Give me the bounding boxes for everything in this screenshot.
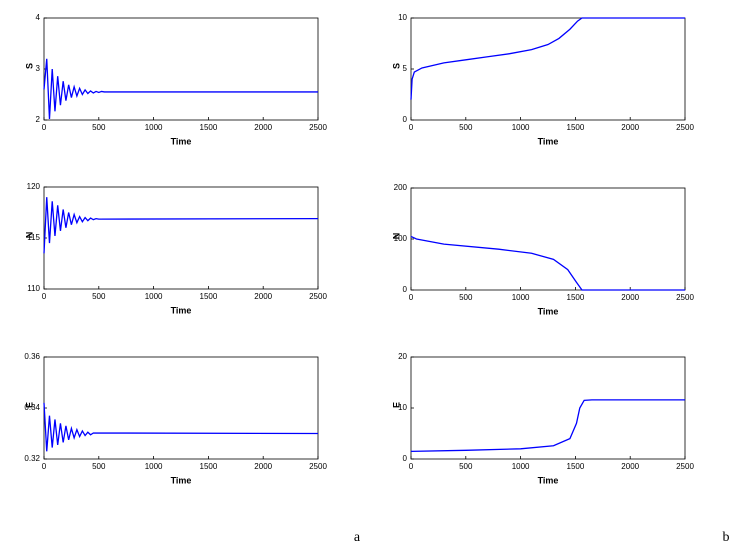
x-axis-label: Time	[538, 475, 559, 485]
y-axis-label: S	[391, 63, 401, 69]
data-line	[410, 17, 685, 100]
plot-frame	[43, 17, 319, 121]
x-tick-label: 0	[409, 462, 414, 471]
y-tick-label: 0	[403, 115, 408, 124]
plot-frame	[410, 17, 686, 121]
panel-label: a	[354, 530, 361, 545]
y-axis-label: N	[391, 233, 401, 240]
x-tick-label: 1500	[200, 292, 218, 301]
x-axis-label: Time	[538, 136, 559, 146]
x-tick-label: 0	[409, 293, 414, 302]
y-tick-label: 10	[398, 13, 407, 22]
y-tick-label: 0	[403, 454, 408, 463]
x-tick-label: 0	[42, 123, 47, 132]
y-tick-label: 0.34	[24, 403, 40, 412]
x-tick-label: 1500	[200, 123, 218, 132]
y-tick-label: 3	[36, 64, 41, 73]
x-tick-label: 2000	[621, 462, 639, 471]
x-tick-label: 500	[459, 462, 473, 471]
plot-frame	[410, 187, 686, 291]
x-tick-label: 2000	[254, 292, 272, 301]
y-axis-label: N	[24, 232, 34, 239]
x-tick-label: 2000	[254, 123, 272, 132]
plot-frame	[43, 356, 319, 460]
y-tick-label: 2	[36, 115, 41, 124]
x-tick-label: 2000	[621, 123, 639, 132]
x-axis-label: Time	[171, 136, 192, 146]
x-tick-label: 0	[42, 462, 47, 471]
x-tick-label: 2000	[254, 462, 272, 471]
x-tick-label: 1000	[145, 123, 163, 132]
x-tick-label: 1000	[512, 462, 530, 471]
y-tick-label: 20	[398, 352, 407, 361]
x-tick-label: 2500	[676, 123, 694, 132]
x-tick-label: 1500	[567, 123, 585, 132]
x-tick-label: 500	[459, 123, 473, 132]
x-axis-label: Time	[538, 306, 559, 316]
x-tick-label: 500	[92, 123, 106, 132]
x-tick-label: 1000	[512, 123, 530, 132]
panel-label: b	[723, 530, 730, 545]
x-axis-label: Time	[171, 305, 192, 315]
plot-frame	[410, 356, 686, 460]
y-tick-label: 115	[27, 233, 40, 242]
x-tick-label: 2500	[309, 462, 327, 471]
y-tick-label: 120	[27, 182, 41, 191]
x-tick-label: 500	[459, 293, 473, 302]
data-line	[43, 58, 318, 120]
y-tick-label: 10	[398, 403, 407, 412]
x-tick-label: 0	[42, 292, 47, 301]
plot-frame	[43, 186, 319, 290]
data-line	[43, 197, 319, 254]
x-tick-label: 0	[409, 123, 414, 132]
x-tick-label: 1500	[567, 293, 585, 302]
y-tick-label: 110	[27, 284, 40, 293]
y-tick-label: 100	[394, 234, 408, 243]
y-axis-label: E	[391, 402, 401, 408]
data-line	[43, 402, 319, 452]
y-tick-label: 4	[36, 13, 41, 22]
x-axis-label: Time	[171, 475, 192, 485]
y-tick-label: 0.32	[24, 454, 40, 463]
x-tick-label: 2500	[309, 123, 327, 132]
data-line	[410, 235, 685, 291]
x-tick-label: 2500	[676, 293, 694, 302]
x-tick-label: 2500	[676, 462, 694, 471]
x-tick-label: 1000	[145, 462, 163, 471]
x-tick-label: 1500	[567, 462, 585, 471]
x-tick-label: 1000	[512, 293, 530, 302]
y-axis-label: E	[24, 402, 34, 408]
x-tick-label: 1000	[145, 292, 163, 301]
x-tick-label: 2500	[309, 292, 327, 301]
x-tick-label: 2000	[621, 293, 639, 302]
y-tick-label: 0.36	[24, 352, 40, 361]
x-tick-label: 1500	[200, 462, 218, 471]
x-tick-label: 500	[92, 292, 106, 301]
y-tick-label: 200	[394, 183, 408, 192]
y-tick-label: 5	[403, 64, 408, 73]
y-tick-label: 0	[403, 285, 408, 294]
data-line	[410, 399, 685, 452]
x-tick-label: 500	[92, 462, 106, 471]
y-axis-label: S	[24, 63, 34, 69]
